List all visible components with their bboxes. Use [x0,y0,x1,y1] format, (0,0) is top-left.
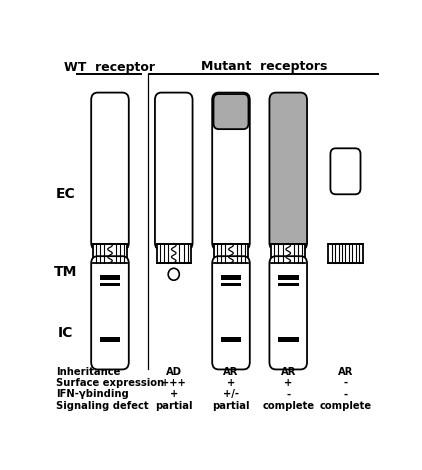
Text: -: - [344,390,348,400]
FancyBboxPatch shape [212,93,250,250]
Text: partial: partial [155,401,192,411]
Text: WT  receptor: WT receptor [65,61,155,74]
Bar [328,243,362,263]
FancyBboxPatch shape [91,93,129,250]
Text: complete: complete [319,401,371,411]
Text: IFN-γbinding: IFN-γbinding [56,390,129,400]
Text: AR: AR [223,367,239,377]
Text: AR: AR [338,367,353,377]
Text: +: + [227,378,235,388]
Text: -: - [286,390,290,400]
FancyBboxPatch shape [155,93,192,250]
Text: Inheritance: Inheritance [56,367,120,377]
Ellipse shape [168,268,179,280]
Text: partial: partial [212,401,250,411]
Text: complete: complete [262,401,314,411]
Text: +: + [170,390,178,400]
Bar [278,337,299,342]
Text: TM: TM [54,265,78,279]
Bar [157,243,191,263]
Bar [221,275,241,281]
Bar [221,282,241,286]
Bar [278,275,299,281]
FancyBboxPatch shape [91,256,129,369]
Text: Surface expression: Surface expression [56,378,164,388]
Text: EC: EC [56,187,76,201]
FancyBboxPatch shape [214,94,249,129]
Text: +++: +++ [161,378,186,388]
Text: AR: AR [281,367,296,377]
Text: -: - [344,378,348,388]
Bar [100,275,120,281]
FancyBboxPatch shape [269,93,307,250]
Bar [278,282,299,286]
Text: Mutant  receptors: Mutant receptors [200,60,327,73]
Text: Signaling defect: Signaling defect [56,401,149,411]
FancyBboxPatch shape [269,256,307,369]
Bar [214,243,248,263]
Bar [221,337,241,342]
Text: IC: IC [58,326,73,340]
FancyBboxPatch shape [330,149,360,194]
Bar [271,243,306,263]
Bar [93,243,127,263]
Bar [100,337,120,342]
Text: AD: AD [166,367,182,377]
FancyBboxPatch shape [212,256,250,369]
Text: +: + [284,378,292,388]
Bar [100,282,120,286]
Text: +/-: +/- [223,390,239,400]
